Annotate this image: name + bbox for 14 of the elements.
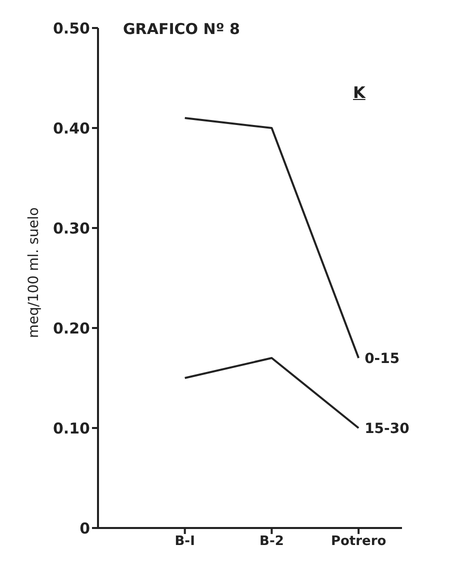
x-tick-label: Potrero <box>330 534 386 550</box>
y-tick-label: 0.10 <box>52 419 90 438</box>
y-tick-label: 0.50 <box>52 19 90 38</box>
annotation: K <box>353 83 366 102</box>
y-axis-title: meq/100 ml. suelo <box>26 207 42 338</box>
series-label: 0-15 <box>364 351 400 367</box>
chart-title: GRAFICO Nº 8 <box>123 20 240 38</box>
y-tick-label: 0.30 <box>52 219 90 238</box>
y-tick-label: 0.20 <box>52 319 90 338</box>
series-label: 15-30 <box>364 421 410 437</box>
y-tick-label: 0 <box>80 519 90 538</box>
y-tick-label: 0.40 <box>52 119 90 138</box>
x-tick-label: B-I <box>174 534 195 550</box>
x-tick-label: B-2 <box>260 534 284 550</box>
